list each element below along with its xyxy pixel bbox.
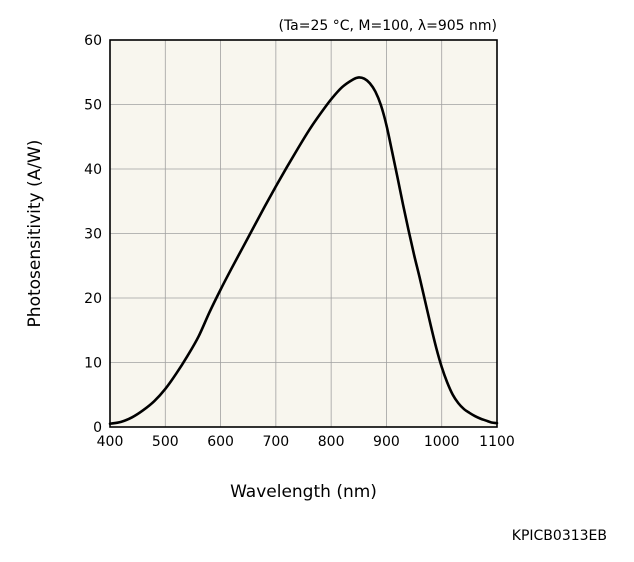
grid-lines	[110, 40, 497, 427]
y-tick-label: 40	[84, 162, 102, 178]
y-tick-labels: 0 10 20 30 40 50 60	[84, 33, 102, 436]
y-axis-label: Photosensitivity (A/W)	[25, 140, 45, 328]
x-tick-label: 1100	[479, 434, 515, 450]
plot-frame	[109, 39, 498, 428]
x-tick-labels: 400 500 600 700 800 900 1000 1100	[97, 434, 515, 450]
x-tick-label: 800	[318, 434, 345, 450]
x-tick-label: 600	[207, 434, 234, 450]
y-tick-label: 60	[84, 33, 102, 49]
x-tick-label: 500	[152, 434, 179, 450]
x-tick-label: 1000	[424, 434, 460, 450]
y-tick-label: 30	[84, 227, 102, 243]
measurement-conditions: (Ta=25 °C, M=100, λ=905 nm)	[278, 18, 497, 34]
x-axis-label: Wavelength (nm)	[230, 482, 377, 502]
y-tick-label: 10	[84, 356, 102, 372]
y-tick-label: 0	[93, 420, 102, 436]
x-tick-label: 900	[373, 434, 400, 450]
x-tick-label: 400	[97, 434, 124, 450]
x-tick-label: 700	[262, 434, 289, 450]
figure-code: KPICB0313EB	[512, 528, 607, 544]
series-line	[108, 76, 499, 426]
y-tick-label: 50	[84, 98, 102, 114]
y-tick-label: 20	[84, 291, 102, 307]
